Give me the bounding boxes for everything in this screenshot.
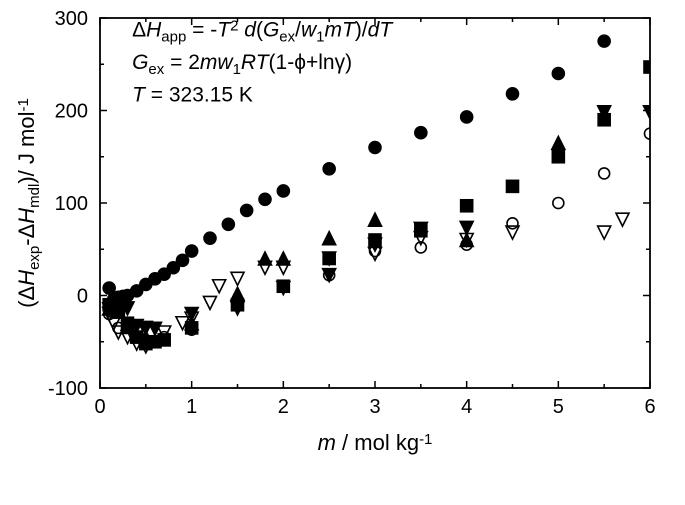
y-tick-label: 100 [55, 193, 88, 215]
x-tick-label: 6 [644, 396, 655, 418]
x-tick-label: 0 [94, 396, 105, 418]
equation-annotation-1: Gex = 2mw1RT(1-ϕ+lnγ) [132, 51, 352, 78]
equation-annotation-0: ΔHapp = -T2 d(Gex/w1mT)/dT [132, 18, 394, 46]
series-open-down-triangle [103, 213, 629, 353]
x-axis-label: m / mol kg-1 [318, 430, 433, 455]
residual-enthalpy-chart: 0 1 2 3 4 5 6 -100 0 100 200 300 m / mol kg-1 (ΔHexp-… [0, 0, 685, 505]
x-tick-label: 1 [186, 396, 197, 418]
x-tick-label: 4 [461, 396, 472, 418]
y-tick-label: -100 [48, 378, 88, 400]
y-axis-label: (ΔHexp-ΔHmdl)/ J mol-1 [14, 98, 43, 308]
x-tick-label: 2 [278, 396, 289, 418]
y-tick-label: 300 [55, 8, 88, 30]
y-tick-label: 0 [77, 286, 88, 308]
equation-annotation-2: T = 323.15 K [132, 83, 253, 106]
x-tick-label: 3 [369, 396, 380, 418]
y-tick-label: 200 [55, 101, 88, 123]
x-tick-label: 5 [553, 396, 564, 418]
series-filled-circle [103, 0, 656, 305]
